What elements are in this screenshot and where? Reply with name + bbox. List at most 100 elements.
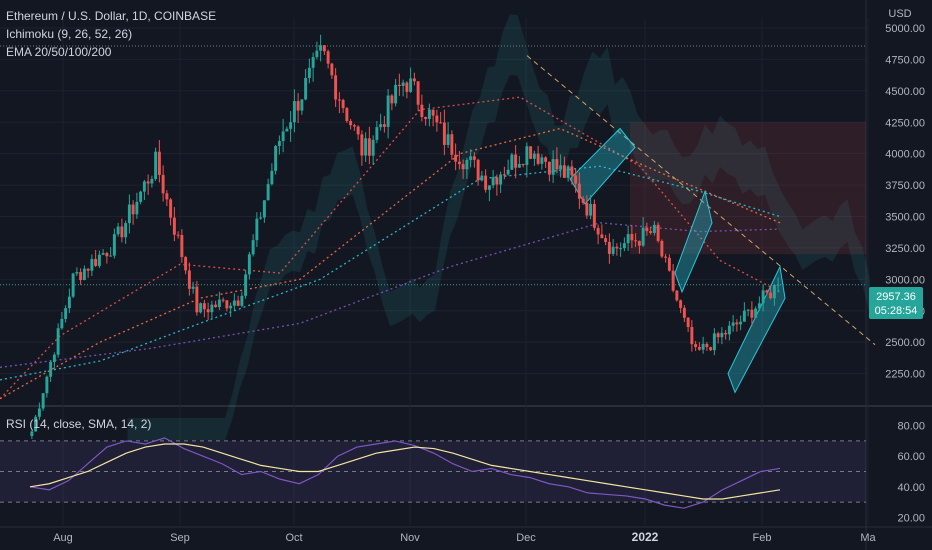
last-price: 2957.36 [876,291,916,303]
candle-body [161,174,165,194]
candle-body [484,175,488,190]
candle-body [157,151,161,175]
candle-body [435,115,439,123]
candle-body [491,177,495,186]
candle-body [589,203,593,216]
date-tick-label: Feb [753,532,772,544]
candle-body [652,224,656,233]
candle-body [187,270,191,289]
rsi-legend[interactable]: RSI (14, close, SMA, 14, 2) [6,417,152,431]
candle-body [416,81,420,105]
date-tick-label: Sep [170,532,190,544]
cloud-bear-area [630,122,866,255]
candle-body [285,128,289,132]
candle-body [94,258,98,266]
candle-body [776,284,780,286]
candle-body [495,177,499,185]
candle-body [202,303,206,310]
candle-body [600,234,604,239]
candle-body [244,274,248,296]
candle-body [386,95,390,127]
candle-body [206,309,210,313]
candle-body [731,322,735,326]
candle-body [667,257,671,271]
candle-body [469,156,473,160]
candle-body [300,99,304,111]
candle-body [397,84,401,87]
candle-body [645,227,649,232]
price-tick-label: 3250.00 [885,243,925,255]
candle-body [45,376,49,394]
candle-body [165,193,169,200]
price-axis[interactable]: 5000.00 4750.00 4500.00 4250.00 4000.00 3750.… [885,23,925,524]
candle-body [67,296,71,309]
candle-body [229,305,233,309]
candle-body [356,126,360,135]
candle-body [641,227,645,246]
candle-body [540,157,544,164]
ema-line [0,222,781,368]
symbol-title[interactable]: Ethereum / U.S. Dollar, 1D, COINBASE [6,9,217,23]
candle-body [499,174,503,185]
candle-body [345,108,349,121]
descending-trendline [526,55,876,346]
candle-body [315,50,319,58]
date-tick-label: Aug [53,532,73,544]
candle-body [431,109,435,116]
candle-body [465,159,469,170]
candle-body [371,139,375,156]
candle-body [277,141,281,147]
candle-body [690,327,694,345]
candle-body [214,304,218,308]
candle-body [705,343,709,348]
candle-body [71,273,75,297]
candle-body [664,256,668,258]
rsi-tick-label: 80.00 [897,421,925,433]
price-tick-label: 5000.00 [885,23,925,35]
candle-body [697,347,701,350]
ema-line [0,165,781,381]
candle-body [307,67,311,78]
candle-body [656,224,660,241]
candle-body [105,253,109,257]
candle-body [559,165,563,170]
candle-body [720,332,724,338]
candle-body [319,45,323,51]
candle-body [112,234,116,256]
candle-body [401,82,405,87]
candle-body [135,201,139,215]
candle-body [142,181,146,192]
price-tick-label: 3500.00 [885,212,925,224]
candle-body [679,300,683,308]
candle-body [266,184,270,201]
candle-body [251,240,255,255]
price-tick-label: 4000.00 [885,149,925,161]
candle-body [604,238,608,242]
candle-body [97,254,101,266]
candle-body [311,57,315,68]
candlesticks [30,34,780,439]
candle-body [304,77,308,100]
candle-body [326,51,330,64]
candle-body [765,290,769,293]
currency-label: USD [888,8,911,20]
ichimoku-legend[interactable]: Ichimoku (9, 26, 52, 26) [6,27,133,41]
candle-body [412,78,416,82]
candle-body [86,268,90,271]
candle-body [139,191,143,202]
candle-body [630,234,634,241]
ema-legend[interactable]: EMA 20/50/100/200 [6,45,112,59]
candle-body [634,240,638,242]
price-tick-label: 4750.00 [885,54,925,66]
candle-body [637,240,641,246]
candle-body [574,175,578,184]
bar-countdown: 05:28:54 [875,305,918,317]
candle-body [424,116,428,119]
candle-body [146,181,150,184]
candle-body [735,322,739,325]
time-axis[interactable]: Aug Sep Oct Nov Dec 2022 Feb Ma [53,530,876,544]
candle-body [607,241,611,254]
candle-body [56,328,60,355]
date-tick-label: 2022 [632,530,659,544]
